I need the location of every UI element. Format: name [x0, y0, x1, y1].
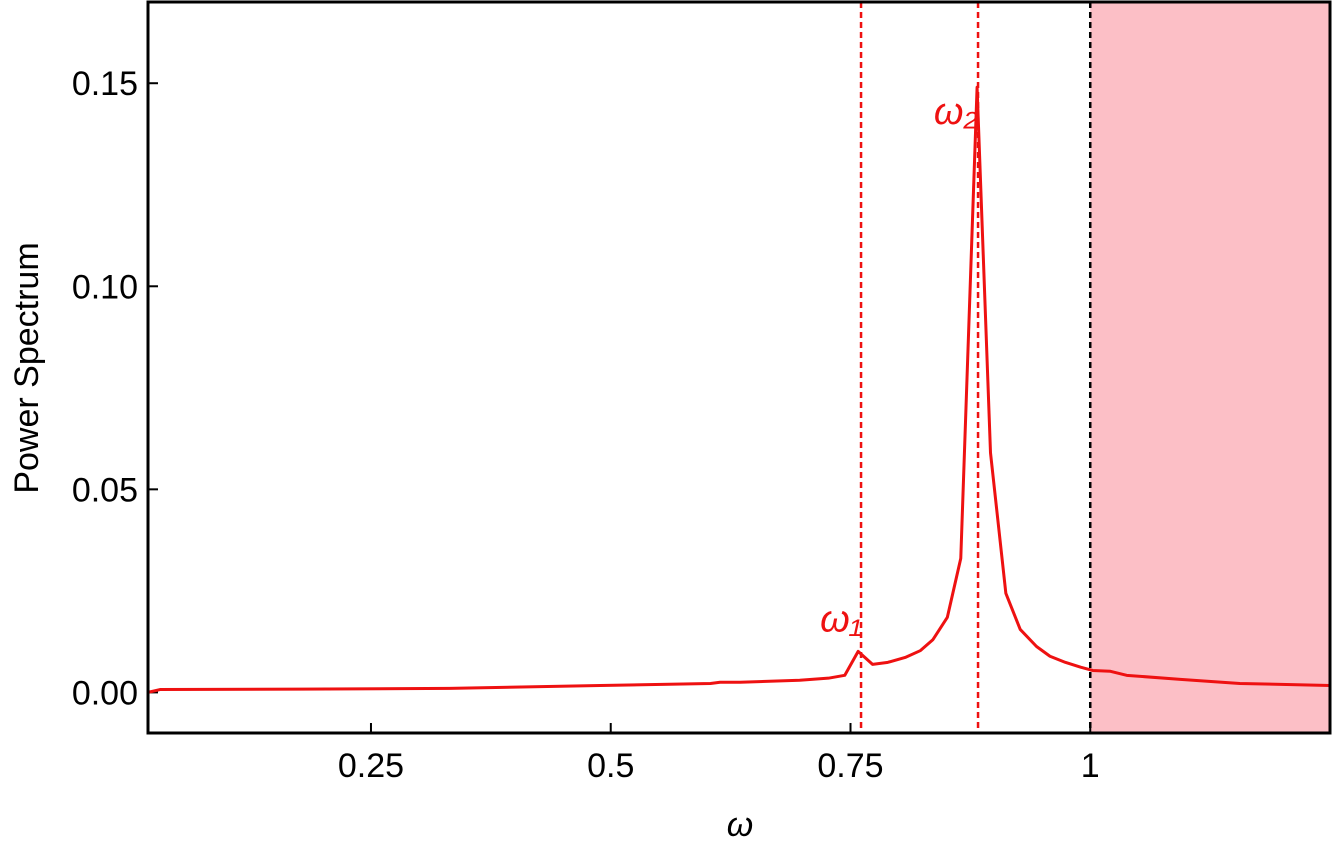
shaded-region — [1090, 2, 1330, 733]
y-tick-label: 0.05 — [72, 471, 138, 509]
y-tick-label: 0.00 — [72, 674, 138, 712]
x-tick-label: 0.5 — [587, 747, 634, 785]
data-line — [147, 85, 1331, 694]
x-tick-label: 0.25 — [338, 747, 404, 785]
annotation: ω₁ — [820, 598, 862, 640]
x-axis-label: ω — [727, 806, 753, 844]
y-tick-label: 0.10 — [72, 268, 138, 306]
annotation: ω₂ — [934, 91, 979, 133]
y-axis-label: Power Spectrum — [8, 242, 46, 493]
x-tick-label: 1 — [1081, 747, 1100, 785]
y-tick-label: 0.15 — [72, 65, 138, 103]
plot-frame — [146, 0, 1332, 735]
x-tick-label: 0.75 — [817, 747, 883, 785]
